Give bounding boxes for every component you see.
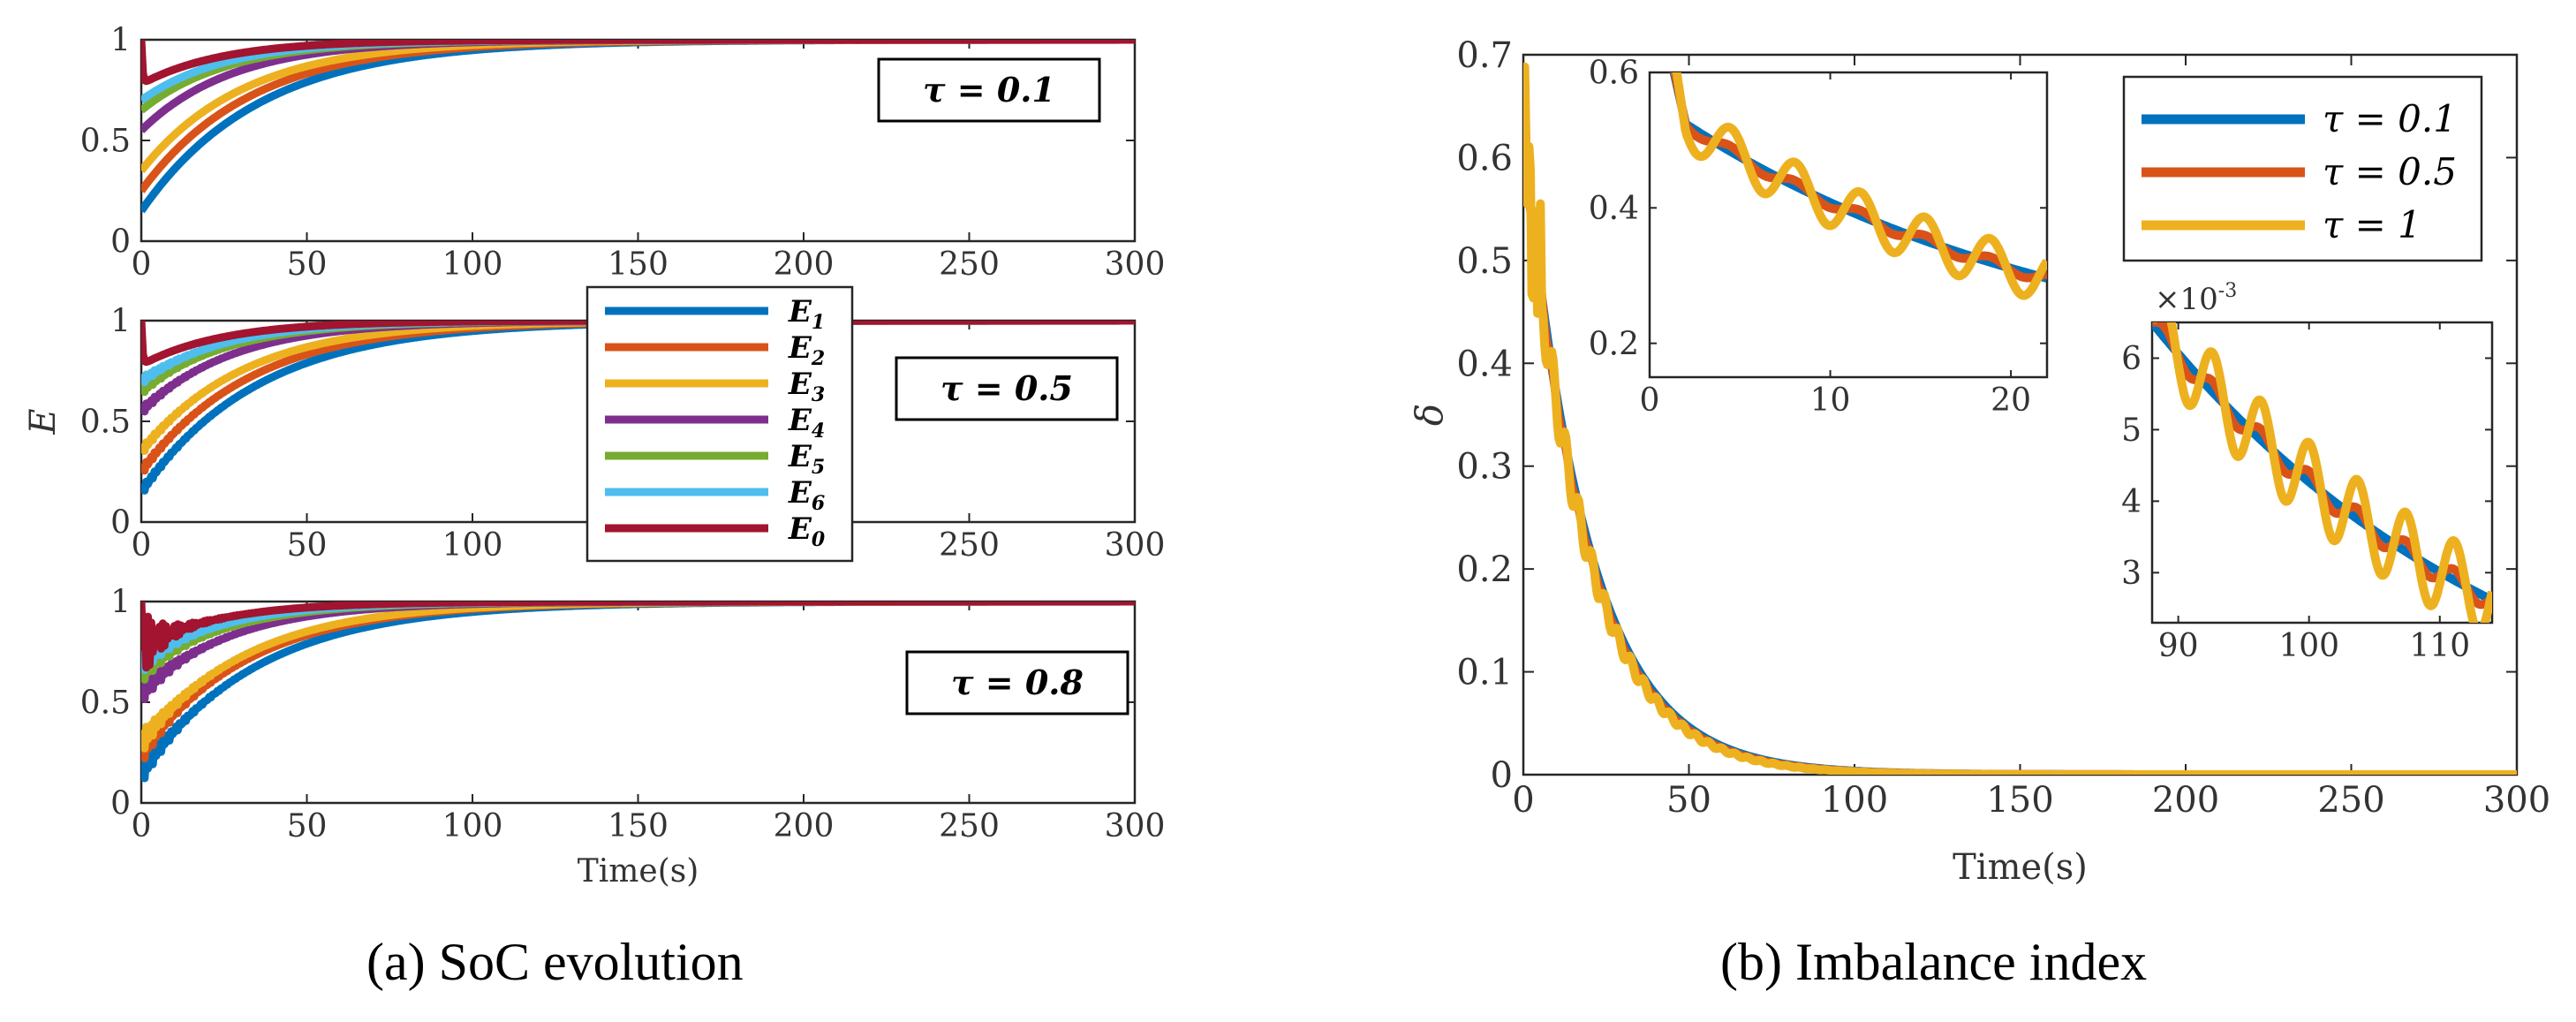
x-tick-label: 100 <box>2278 628 2339 664</box>
x-tick-label: 300 <box>1105 246 1166 283</box>
y-tick-label: 3 <box>2121 556 2142 592</box>
series-line-E0 <box>141 602 1135 672</box>
x-tick-label: 110 <box>2409 628 2470 664</box>
series-group <box>1669 72 2047 300</box>
y-tick-label: 0 <box>1491 755 1513 796</box>
y-tick-label: 0 <box>110 786 131 822</box>
y-tick-label: 0 <box>110 224 131 261</box>
x-tick-label: 0 <box>132 808 152 844</box>
x-tick-label: 0 <box>1640 382 1660 419</box>
x-tick-label: 0 <box>132 246 152 283</box>
y-tick-label: 0.2 <box>1456 549 1513 590</box>
x-tick-label: 100 <box>442 246 503 283</box>
caption-b: (b) Imbalance index <box>1720 933 2148 991</box>
x-tick-label: 100 <box>442 808 503 844</box>
tau-annotation-box <box>895 356 1119 421</box>
axes-soc-tau-0.8: 0 50 100 150 200 250 300 0 0.5 1 τ = 0.8 Time(s) <box>80 585 1166 890</box>
plot-area <box>1648 71 2049 379</box>
y-tick-label: 0.3 <box>1456 447 1513 488</box>
x-tick-label: 150 <box>1986 780 2053 821</box>
x-tick-label: 200 <box>2152 780 2219 821</box>
legend-label-1: τ = 0.5 <box>2323 150 2457 193</box>
x-tick-label: 50 <box>287 808 328 844</box>
x-tick-label: 300 <box>1105 527 1166 564</box>
tau-annotation-label: τ = 0.5 <box>941 368 1073 408</box>
x-tick-label: 50 <box>287 527 328 564</box>
x-tick-label: 150 <box>608 246 669 283</box>
x-tick-label: 10 <box>1810 382 1851 419</box>
tau-annotation-box <box>905 650 1129 715</box>
x-tick-label: 200 <box>774 246 835 283</box>
series-group <box>2152 322 2492 623</box>
series-line-E0 <box>141 40 1135 86</box>
y-tick-label: 6 <box>2121 341 2142 377</box>
x-tick-label: 50 <box>287 246 328 283</box>
x-tick-label: 250 <box>939 246 1000 283</box>
x-axis-label: Time(s) <box>1953 847 2088 888</box>
legend-label-2: τ = 1 <box>2323 203 2421 246</box>
series-group <box>1523 62 2517 775</box>
tau-annotation-label: τ = 0.8 <box>951 662 1084 702</box>
inset-multiplier: ×10-3 <box>2155 280 2237 317</box>
x-tick-label: 50 <box>1666 780 1711 821</box>
y-tick-label: 0.5 <box>80 685 131 722</box>
y-tick-label: 0.5 <box>80 405 131 441</box>
y-tick-label: 0 <box>110 505 131 541</box>
y-tick-label: 1 <box>110 304 131 340</box>
y-tick-label: 5 <box>2121 413 2142 449</box>
axes-soc-tau-0.1: 0 50 100 150 200 250 300 0 0.5 1 τ = 0.1 <box>80 23 1166 283</box>
y-tick-label: 0.5 <box>80 124 131 160</box>
y-tick-label: 0.4 <box>1589 191 1639 227</box>
y-tick-label: 0.4 <box>1456 344 1513 384</box>
legend-box <box>585 285 854 563</box>
x-tick-label: 250 <box>2317 780 2384 821</box>
x-tick-label: 0 <box>1512 780 1534 821</box>
series-group <box>141 602 1135 783</box>
y-tick-label: 4 <box>2121 484 2142 520</box>
x-tick-label: 90 <box>2158 628 2199 664</box>
tau-annotation-label: τ = 0.1 <box>923 70 1055 110</box>
x-tick-label: 20 <box>1991 382 2031 419</box>
y-tick-label: 0.5 <box>1456 241 1513 282</box>
legend-label-E0: E0 <box>788 511 826 551</box>
legend-label-0: τ = 0.1 <box>2323 97 2457 140</box>
x-tick-label: 250 <box>939 527 1000 564</box>
x-tick-label: 0 <box>132 527 152 564</box>
y-tick-label: 0.6 <box>1456 138 1513 178</box>
y-tick-label: 0.2 <box>1589 326 1639 362</box>
y-axis-label: δ <box>1408 404 1451 426</box>
inset-line-2 <box>1672 72 2047 300</box>
y-tick-label: 0.1 <box>1456 653 1513 693</box>
x-tick-label: 100 <box>442 527 503 564</box>
inset-line-2 <box>2152 322 2492 623</box>
y-tick-label: 0.7 <box>1456 35 1513 76</box>
tau-annotation-box <box>877 57 1101 123</box>
x-tick-label: 200 <box>774 808 835 844</box>
legend-imbalance: τ = 0.1 τ = 0.5 τ = 1 <box>2122 75 2483 262</box>
series-group <box>141 40 1135 214</box>
axes-imbalance-inset-late: 90 100 110 3 4 5 6 ×10-3 <box>2121 280 2494 664</box>
x-tick-label: 100 <box>1821 780 1888 821</box>
caption-a: (a) SoC evolution <box>366 933 744 991</box>
x-tick-label: 250 <box>939 808 1000 844</box>
series-line-2 <box>1523 62 2517 775</box>
x-tick-label: 300 <box>1105 808 1166 844</box>
y-axis-label: E <box>23 408 64 435</box>
y-tick-label: 0.6 <box>1589 56 1639 92</box>
y-tick-label: 1 <box>110 585 131 621</box>
x-axis-label: Time(s) <box>578 853 699 890</box>
axes-imbalance-inset-early: 0 10 20 0.2 0.4 0.6 <box>1589 56 2049 419</box>
x-tick-label: 300 <box>2483 780 2550 821</box>
y-tick-label: 1 <box>110 23 131 59</box>
legend-label-E2: E2 <box>788 330 825 370</box>
x-tick-label: 150 <box>608 808 669 844</box>
